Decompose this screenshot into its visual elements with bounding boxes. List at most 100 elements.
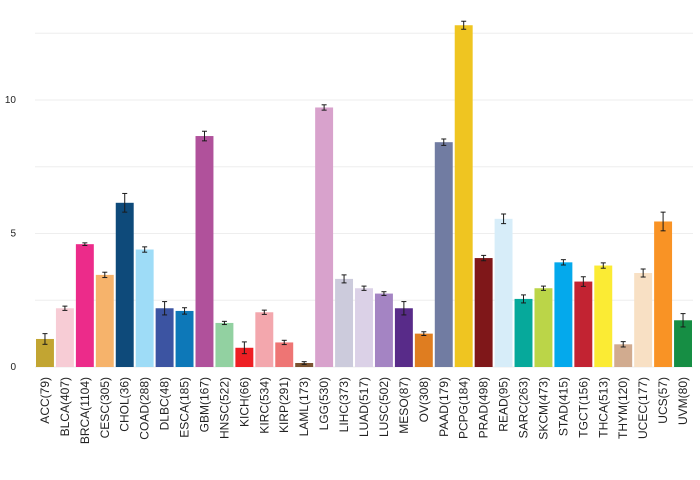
bar-dlbc <box>155 308 174 367</box>
bar-chol <box>115 202 134 367</box>
error-bar <box>560 259 566 266</box>
x-tick-label: UCEC(177) <box>636 377 650 439</box>
y-tick-label: 5 <box>10 229 16 240</box>
bar-lusc <box>374 293 393 367</box>
x-tick-label: UCS(57) <box>656 377 670 424</box>
x-tick-label: HNSC(522) <box>217 377 231 439</box>
x-tick-label: PRAD(498) <box>477 377 491 438</box>
error-bar <box>680 313 686 328</box>
error-bar <box>640 268 646 278</box>
error-bar <box>660 211 666 232</box>
error-bar <box>321 104 327 111</box>
error-bar <box>42 333 48 345</box>
x-tick-label: TGCT(156) <box>576 377 590 438</box>
bar-acc <box>36 338 54 367</box>
error-bar <box>102 271 108 279</box>
error-bar <box>301 361 307 365</box>
bar-pcpg <box>454 25 473 368</box>
bar-hnsc <box>215 322 234 367</box>
x-tick-label: KIRC(534) <box>257 377 271 434</box>
x-tick-label: UVM(80) <box>676 377 690 425</box>
x-tick-label: THYM(120) <box>616 377 630 439</box>
error-bar <box>421 331 427 336</box>
bar-tgct <box>574 281 593 367</box>
x-tick-label: DLBC(48) <box>158 377 172 430</box>
y-axis-ticks: 0 5 10 <box>5 95 17 373</box>
error-bar <box>142 246 148 253</box>
bar-sarc <box>514 298 533 367</box>
bar-kich <box>235 347 254 367</box>
error-bar <box>381 291 387 296</box>
bar-skcm <box>534 288 553 367</box>
bar-kirc <box>255 312 274 367</box>
x-tick-label: MESO(87) <box>397 377 411 434</box>
bar-brca <box>75 244 94 367</box>
bar-blca <box>55 308 74 367</box>
x-tick-label: CESC(305) <box>98 377 112 438</box>
x-tick-label: PAAD(179) <box>437 377 451 437</box>
error-bar <box>162 301 168 316</box>
x-tick-label: STAD(415) <box>556 377 570 436</box>
bar-thca <box>594 265 613 367</box>
x-tick-label: COAD(288) <box>138 377 152 440</box>
bar-read <box>494 218 513 367</box>
bar-esca <box>175 310 194 367</box>
error-bar <box>82 242 88 247</box>
error-bar <box>461 20 467 30</box>
bar-gbm <box>195 136 214 367</box>
bar-meso <box>394 308 413 367</box>
error-bar <box>580 276 586 287</box>
error-bar <box>600 262 606 269</box>
x-tick-label: CHOL(36) <box>118 377 132 432</box>
error-bar <box>241 341 247 355</box>
error-bar <box>341 274 347 284</box>
x-tick-label: KIRP(291) <box>277 377 291 433</box>
x-axis-ticks: ACC(79) BLCA(407) BRCA(1104) CESC(305) CHOL(… <box>38 377 690 444</box>
error-bar <box>361 285 367 291</box>
bar-ucs <box>654 221 673 367</box>
bar-prad <box>474 258 493 367</box>
x-tick-label: BLCA(407) <box>58 377 72 436</box>
error-bar <box>62 305 68 311</box>
error-bar <box>401 301 407 316</box>
bar-kirp <box>275 342 294 367</box>
x-tick-label: LGG(530) <box>317 377 331 430</box>
x-tick-label: OV(308) <box>417 377 431 422</box>
x-tick-label: READ(95) <box>497 377 511 432</box>
x-tick-label: BRCA(1104) <box>78 377 92 444</box>
x-tick-label: KICH(66) <box>237 377 251 427</box>
bar-cesc <box>95 274 114 367</box>
x-tick-label: SARC(263) <box>517 377 531 438</box>
bar-ucec <box>634 273 653 367</box>
error-bar <box>182 307 188 315</box>
error-bar <box>620 341 626 348</box>
bar-lgg <box>315 107 334 367</box>
error-bar <box>501 213 507 225</box>
x-tick-label: THCA(513) <box>596 377 610 438</box>
error-bar <box>441 138 447 146</box>
error-bars <box>42 20 686 365</box>
error-bar <box>540 285 546 291</box>
bar-ov <box>414 333 433 367</box>
bar-paad <box>434 142 453 367</box>
error-bar <box>261 309 267 315</box>
x-tick-label: LIHC(373) <box>337 377 351 432</box>
x-tick-label: SKCM(473) <box>536 377 550 440</box>
y-tick-label: 0 <box>10 362 16 373</box>
bar-lihc <box>335 278 354 367</box>
error-bar <box>521 294 527 304</box>
x-tick-label: ESCA(185) <box>178 377 192 438</box>
error-bar <box>122 192 128 213</box>
bar-thym <box>614 344 633 367</box>
bar-laml <box>295 362 314 367</box>
error-bar <box>221 320 227 326</box>
bar-coad <box>135 249 154 367</box>
bar-stad <box>554 262 573 367</box>
error-bar <box>281 339 287 346</box>
bars <box>36 25 692 368</box>
error-bar <box>481 254 487 262</box>
x-tick-label: ACC(79) <box>38 377 52 424</box>
error-bar <box>201 130 207 142</box>
x-tick-label: LUAD(517) <box>357 377 371 437</box>
